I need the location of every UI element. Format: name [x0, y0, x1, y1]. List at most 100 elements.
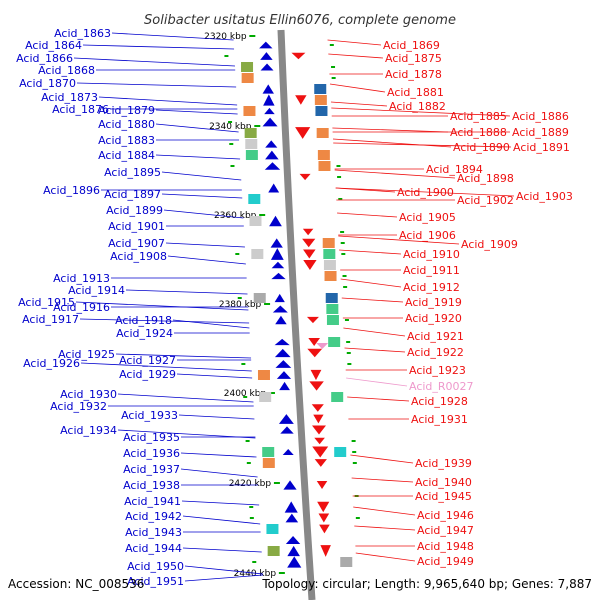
- genome-title: Solibacter usitatus Ellin6076, complete …: [144, 13, 456, 28]
- right-leader-line: [353, 506, 416, 516]
- left-gene-label: Acid_1937: [123, 463, 180, 476]
- gene-arrow-left: [270, 248, 284, 260]
- gene-tick: [246, 462, 251, 464]
- right-gene-label: Acid_1922: [407, 346, 464, 359]
- gene-tick: [230, 165, 235, 167]
- left-gene-label: Acid_1907: [108, 237, 165, 250]
- gene-tick: [228, 121, 233, 123]
- gene-block: [315, 106, 328, 116]
- left-leader-line: [155, 123, 239, 133]
- left-gene-label: Acid_1932: [50, 400, 107, 413]
- right-gene-label: Acid_1890: [453, 141, 510, 154]
- gene-tick: [224, 55, 229, 57]
- left-gene-label: Acid_1896: [43, 184, 100, 197]
- gene-arrow-left: [282, 448, 294, 456]
- left-leader-line: [98, 96, 238, 106]
- left-gene-label: Acid_1914: [68, 284, 125, 297]
- gene-tick: [347, 363, 352, 365]
- gene-block: [334, 447, 347, 457]
- gene-tick: [243, 396, 248, 398]
- gene-tick: [337, 176, 342, 178]
- right-gene-label: Acid_1923: [409, 364, 466, 377]
- right-gene-label: Acid_1886: [512, 110, 569, 123]
- left-gene-label: Acid_1868: [38, 64, 95, 77]
- gene-arrow-right: [317, 501, 330, 513]
- left-gene-label: Acid_1936: [123, 447, 180, 460]
- gene-arrow-left: [271, 261, 285, 269]
- gene-tick: [245, 440, 250, 442]
- left-leader-line: [176, 373, 253, 379]
- gene-block: [324, 271, 337, 281]
- gene-tick: [331, 77, 336, 79]
- gene-arrow-right: [295, 95, 307, 105]
- gene-arrow-right: [299, 173, 311, 181]
- right-gene-label: Acid_1875: [385, 52, 442, 65]
- gene-arrow-left: [284, 501, 298, 513]
- gene-arrow-left: [276, 371, 292, 379]
- gene-arrow-left: [285, 513, 299, 523]
- gene-arrow-right: [316, 480, 328, 490]
- gene-arrow-left: [269, 215, 282, 227]
- left-gene-label: Acid_1926: [23, 357, 80, 370]
- right-gene-label: Acid_1906: [399, 229, 456, 242]
- left-gene-label: Acid_1870: [19, 77, 76, 90]
- right-gene-label: Acid_R0027: [409, 380, 474, 393]
- gene-arrow-right: [303, 249, 316, 259]
- left-gene-label: Acid_1916: [53, 301, 110, 314]
- gene-block: [241, 62, 254, 72]
- left-gene-label: Acid_1927: [119, 354, 176, 367]
- gene-arrow-left: [260, 52, 273, 60]
- left-gene-labels: Acid_1863Acid_1864Acid_1866Acid_1868Acid…: [16, 27, 264, 588]
- left-gene-label: Acid_1941: [124, 495, 181, 508]
- gene-block: [326, 315, 339, 325]
- left-leader-line: [115, 353, 252, 359]
- gene-block: [328, 337, 341, 347]
- kbp-mark-label: 2340 kbp: [209, 122, 252, 132]
- right-leader-line: [337, 212, 398, 218]
- left-gene-label: Acid_1934: [60, 424, 117, 437]
- gene-arrow-left: [285, 536, 301, 544]
- right-leader-line: [340, 278, 402, 288]
- gene-arrow-left: [270, 238, 283, 248]
- right-gene-label: Acid_1909: [461, 238, 518, 251]
- gene-block: [314, 84, 327, 94]
- left-leader-line: [178, 414, 255, 420]
- gene-arrow-left: [275, 315, 287, 325]
- gene-tick: [338, 198, 343, 200]
- gene-arrow-right: [319, 524, 330, 534]
- left-gene-label: Acid_1918: [115, 314, 172, 327]
- gene-tick: [344, 319, 349, 321]
- right-gene-label: Acid_1940: [415, 476, 472, 489]
- kbp-mark-label: 2380 kbp: [219, 300, 262, 310]
- gene-block: [314, 95, 327, 105]
- right-gene-label: Acid_1945: [415, 490, 472, 503]
- gene-arrow-left: [271, 272, 286, 280]
- gene-arrow-left: [274, 338, 290, 346]
- gene-block: [331, 392, 344, 402]
- left-gene-label: Acid_1879: [98, 104, 155, 117]
- gene-tick: [329, 44, 334, 46]
- right-leader-line: [354, 525, 416, 531]
- rna-gene: [316, 343, 329, 349]
- left-gene-label: Acid_1864: [25, 39, 82, 52]
- gene-block: [241, 73, 254, 83]
- gene-block: [245, 150, 258, 160]
- gene-block: [316, 128, 329, 138]
- left-leader-line: [73, 57, 235, 67]
- left-leader-line: [163, 209, 244, 219]
- left-gene-label: Acid_1950: [127, 560, 184, 573]
- right-gene-label: Acid_1900: [397, 186, 454, 199]
- left-gene-label: Acid_1924: [116, 327, 173, 340]
- gene-arrow-right: [310, 369, 322, 381]
- left-gene-label: Acid_1917: [22, 313, 79, 326]
- gene-arrow-right: [302, 238, 316, 248]
- left-gene-label: Acid_1951: [127, 575, 184, 588]
- left-leader-line: [155, 154, 241, 160]
- left-leader-line: [155, 109, 238, 115]
- gene-arrow-right: [295, 127, 311, 139]
- left-leader-line: [180, 468, 258, 478]
- right-gene-label: Acid_1919: [405, 296, 462, 309]
- gene-arrow-left: [272, 305, 288, 313]
- right-gene-label: Acid_1928: [411, 395, 468, 408]
- gene-arrow-left: [287, 556, 302, 568]
